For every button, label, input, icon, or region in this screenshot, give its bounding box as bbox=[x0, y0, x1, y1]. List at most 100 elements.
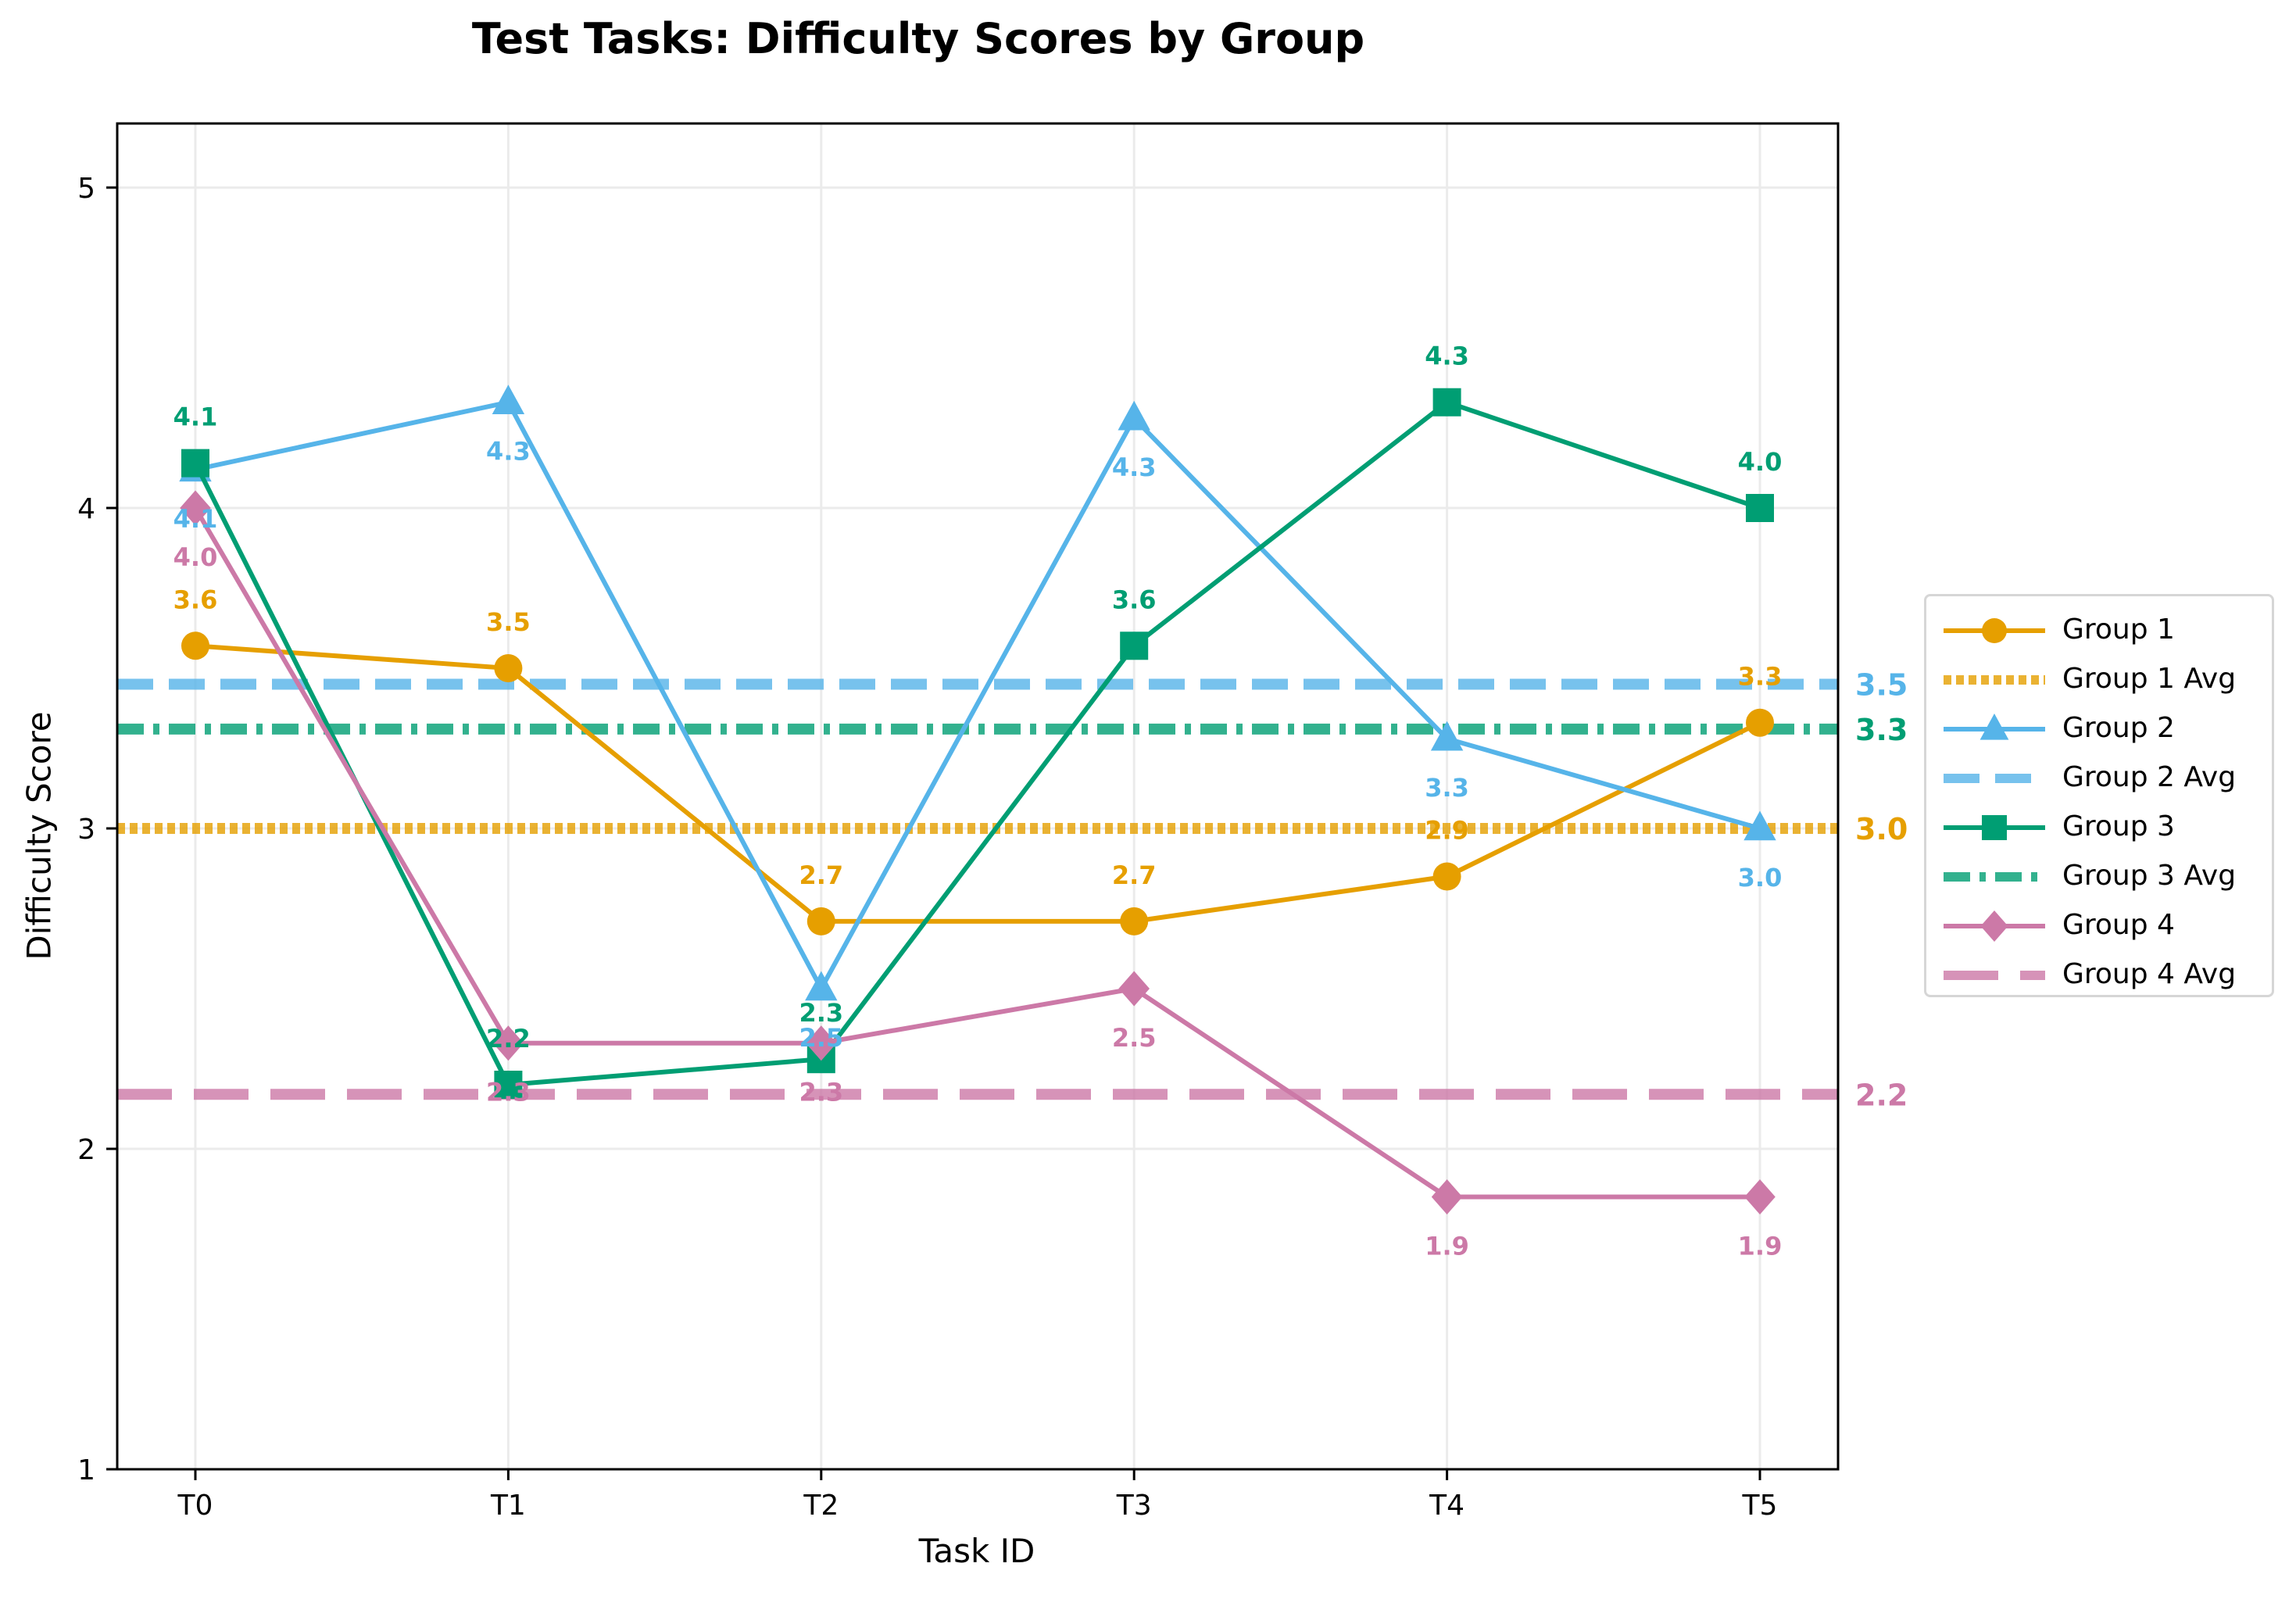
legend-label: Group 2 Avg bbox=[2062, 761, 2237, 793]
x-tick-label: T5 bbox=[1742, 1490, 1778, 1522]
data-point-group-1 bbox=[806, 907, 835, 935]
legend-label: Group 3 Avg bbox=[2062, 860, 2237, 892]
average-value-label-group-4: 2.2 bbox=[1855, 1078, 1908, 1112]
data-point-group-4 bbox=[1744, 1179, 1776, 1214]
data-point-group-1 bbox=[494, 654, 523, 682]
data-point-group-3 bbox=[1120, 631, 1149, 660]
data-point-group-4 bbox=[180, 490, 211, 526]
legend-marker bbox=[1982, 815, 2007, 840]
data-label-group-1: 3.6 bbox=[173, 585, 218, 614]
average-value-label-group-3: 3.3 bbox=[1855, 713, 1908, 747]
data-label-group-2: 2.5 bbox=[799, 1023, 843, 1053]
average-value-label-group-1: 3.0 bbox=[1855, 812, 1908, 846]
data-point-group-2 bbox=[1118, 400, 1150, 431]
data-point-group-3 bbox=[181, 449, 209, 478]
legend-entry: Group 2 bbox=[1926, 706, 2272, 753]
y-axis-label: Difficulty Score bbox=[20, 711, 59, 960]
grid-layer bbox=[117, 123, 1838, 1471]
plot-frame bbox=[116, 122, 1840, 1471]
legend-label: Group 4 bbox=[2062, 909, 2175, 941]
chart-title: Test Tasks: Difficulty Scores by Group bbox=[471, 14, 1365, 63]
data-point-group-1 bbox=[181, 631, 209, 660]
data-label-group-1: 3.5 bbox=[486, 607, 531, 637]
data-point-group-4 bbox=[1431, 1179, 1463, 1214]
data-label-group-2: 3.3 bbox=[1425, 773, 1469, 803]
x-tick-label: T4 bbox=[1429, 1490, 1465, 1522]
data-labels-layer: 3.0 3.5 3.3 2.2 3.6 3.5 2.7 2.7 2.9 3.3 4.1 4.3 2.5 4… bbox=[173, 342, 1908, 1261]
legend-entry: Group 3 bbox=[1926, 804, 2272, 851]
data-label-group-3: 4.0 bbox=[1738, 447, 1783, 477]
legend-entry: Group 3 Avg bbox=[1926, 853, 2272, 900]
legend-swatch bbox=[1944, 872, 2045, 882]
legend-label: Group 1 Avg bbox=[2062, 663, 2237, 695]
data-label-group-2: 4.3 bbox=[1112, 453, 1157, 482]
legend-marker bbox=[1982, 618, 2007, 643]
x-tick-label: T1 bbox=[490, 1490, 526, 1522]
data-point-group-2 bbox=[805, 971, 838, 1001]
x-axis-label: Task ID bbox=[918, 1532, 1035, 1570]
series-line-group-3 bbox=[193, 399, 1761, 1087]
y-tick-label: 1 bbox=[77, 1454, 95, 1486]
x-tick-label: T2 bbox=[803, 1490, 839, 1522]
data-label-group-4: 1.9 bbox=[1738, 1232, 1783, 1261]
x-tick-label: T0 bbox=[177, 1490, 213, 1522]
data-label-group-1: 2.9 bbox=[1425, 816, 1469, 846]
series-line-group-4 bbox=[193, 506, 1760, 1200]
data-point-group-3 bbox=[1432, 388, 1461, 417]
data-label-group-3: 2.3 bbox=[799, 998, 843, 1028]
data-label-group-4: 2.3 bbox=[486, 1078, 531, 1107]
legend-entry: Group 4 Avg bbox=[1926, 952, 2272, 999]
data-label-group-1: 2.7 bbox=[799, 860, 843, 890]
data-point-group-2 bbox=[1743, 810, 1776, 841]
data-point-group-2 bbox=[1430, 721, 1464, 751]
data-point-group-1 bbox=[1120, 907, 1149, 935]
x-tick-label: T3 bbox=[1116, 1490, 1152, 1522]
data-point-group-4 bbox=[806, 1025, 837, 1061]
data-point-group-4 bbox=[492, 1025, 524, 1061]
legend-swatch bbox=[1944, 675, 2045, 685]
data-label-group-3: 2.2 bbox=[486, 1024, 531, 1053]
series-line-group-1 bbox=[195, 643, 1761, 924]
data-label-group-3: 4.3 bbox=[1425, 342, 1469, 371]
data-point-group-3 bbox=[494, 1071, 523, 1099]
y-tick-label: 4 bbox=[77, 493, 95, 525]
legend-entry: Group 1 bbox=[1926, 607, 2272, 654]
legend-swatch bbox=[1944, 774, 2045, 783]
data-point-group-4 bbox=[1118, 971, 1150, 1007]
legend-swatch bbox=[1944, 910, 2045, 942]
data-label-group-4: 1.9 bbox=[1425, 1232, 1469, 1261]
data-label-group-2: 4.1 bbox=[173, 504, 218, 534]
data-point-group-3 bbox=[1746, 494, 1774, 522]
data-point-group-1 bbox=[1432, 862, 1461, 891]
data-label-group-4: 4.0 bbox=[173, 542, 218, 572]
legend-marker bbox=[1979, 714, 2009, 740]
data-label-group-2: 4.3 bbox=[486, 437, 531, 467]
legend-swatch bbox=[1944, 714, 2045, 740]
legend-entry: Group 2 Avg bbox=[1926, 755, 2272, 802]
average-value-label-group-2: 3.5 bbox=[1855, 668, 1908, 703]
y-tick-label: 3 bbox=[77, 814, 95, 846]
legend-swatch bbox=[1944, 618, 2045, 643]
legend-label: Group 2 bbox=[2062, 712, 2175, 744]
data-label-group-1: 3.3 bbox=[1738, 662, 1783, 692]
legend-entry: Group 1 Avg bbox=[1926, 656, 2272, 703]
legend-swatch bbox=[1944, 971, 2045, 980]
legend-label: Group 4 Avg bbox=[2062, 958, 2237, 990]
legend-swatch bbox=[1944, 815, 2045, 840]
data-label-group-3: 4.1 bbox=[173, 402, 218, 432]
axes-layer: T0 T1 T2 T3 T4 T5 1 2 3 4 5 bbox=[77, 122, 1840, 1522]
data-label-group-1: 2.7 bbox=[1112, 860, 1157, 890]
data-label-group-2: 3.0 bbox=[1738, 863, 1783, 893]
series-line-group-2 bbox=[195, 399, 1761, 991]
data-label-group-4: 2.5 bbox=[1112, 1023, 1157, 1053]
series-layer bbox=[179, 385, 1776, 1214]
data-point-group-2 bbox=[492, 385, 525, 414]
legend-label: Group 1 bbox=[2062, 613, 2175, 646]
data-label-group-4: 2.3 bbox=[799, 1078, 843, 1107]
y-tick-label: 2 bbox=[77, 1134, 95, 1166]
legend: Group 1 Group 1 Avg Group 2 Group 2 Avg Grou… bbox=[1924, 594, 2274, 997]
y-tick-label: 5 bbox=[77, 173, 95, 205]
data-label-group-3: 3.6 bbox=[1112, 585, 1157, 614]
average-lines-layer bbox=[117, 678, 1838, 1100]
